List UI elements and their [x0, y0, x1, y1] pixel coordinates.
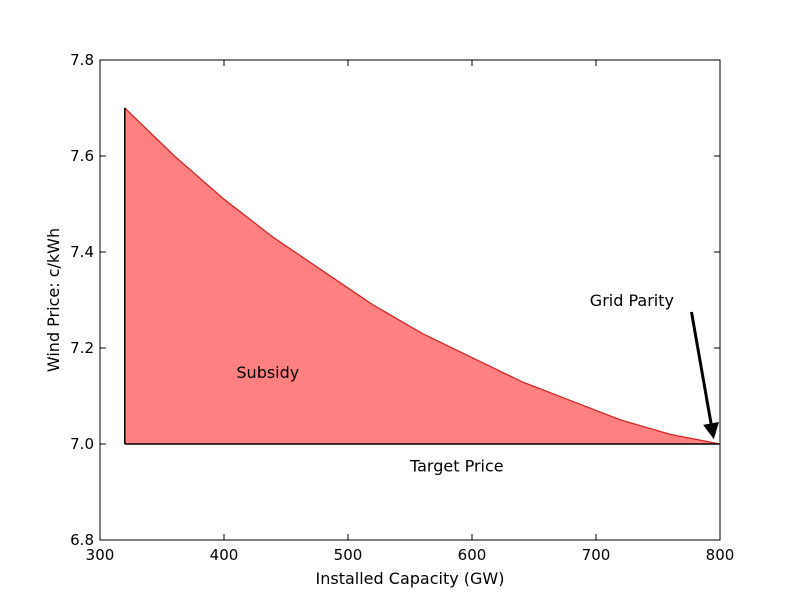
x-tick-label: 700 [582, 546, 611, 564]
y-tick-label: 7.8 [70, 51, 94, 69]
grid-parity-arrow-head [703, 422, 719, 440]
x-tick-label: 800 [706, 546, 735, 564]
y-tick-label: 7.4 [70, 243, 94, 261]
subsidy-annotation: Subsidy [236, 363, 299, 382]
x-axis-label: Installed Capacity (GW) [316, 569, 505, 588]
y-axis-label: Wind Price: c/kWh [44, 228, 63, 372]
subsidy-area [124, 108, 721, 444]
grid-parity-annotation: Grid Parity [590, 291, 674, 310]
axes-layer: 300 400 500 600 700 800 6.8 7.0 7.2 7.4 7.6 7.8 [70, 51, 734, 564]
y-tick-label: 6.8 [70, 531, 94, 549]
grid-parity-arrow-shaft [690, 311, 713, 424]
y-tick-label: 7.6 [70, 147, 94, 165]
price-curve-line [124, 107, 721, 445]
plot-frame [99, 59, 721, 541]
x-tick-label: 300 [86, 546, 115, 564]
area-layer [124, 107, 721, 445]
x-tick-label: 400 [210, 546, 239, 564]
x-tick-label: 500 [334, 546, 363, 564]
y-tick-label: 7.0 [70, 435, 94, 453]
x-tick-label: 600 [458, 546, 487, 564]
target-price-annotation: Target Price [409, 457, 504, 476]
y-tick-label: 7.2 [70, 339, 94, 357]
annotation-layer: Subsidy Target Price Grid Parity [236, 291, 719, 476]
